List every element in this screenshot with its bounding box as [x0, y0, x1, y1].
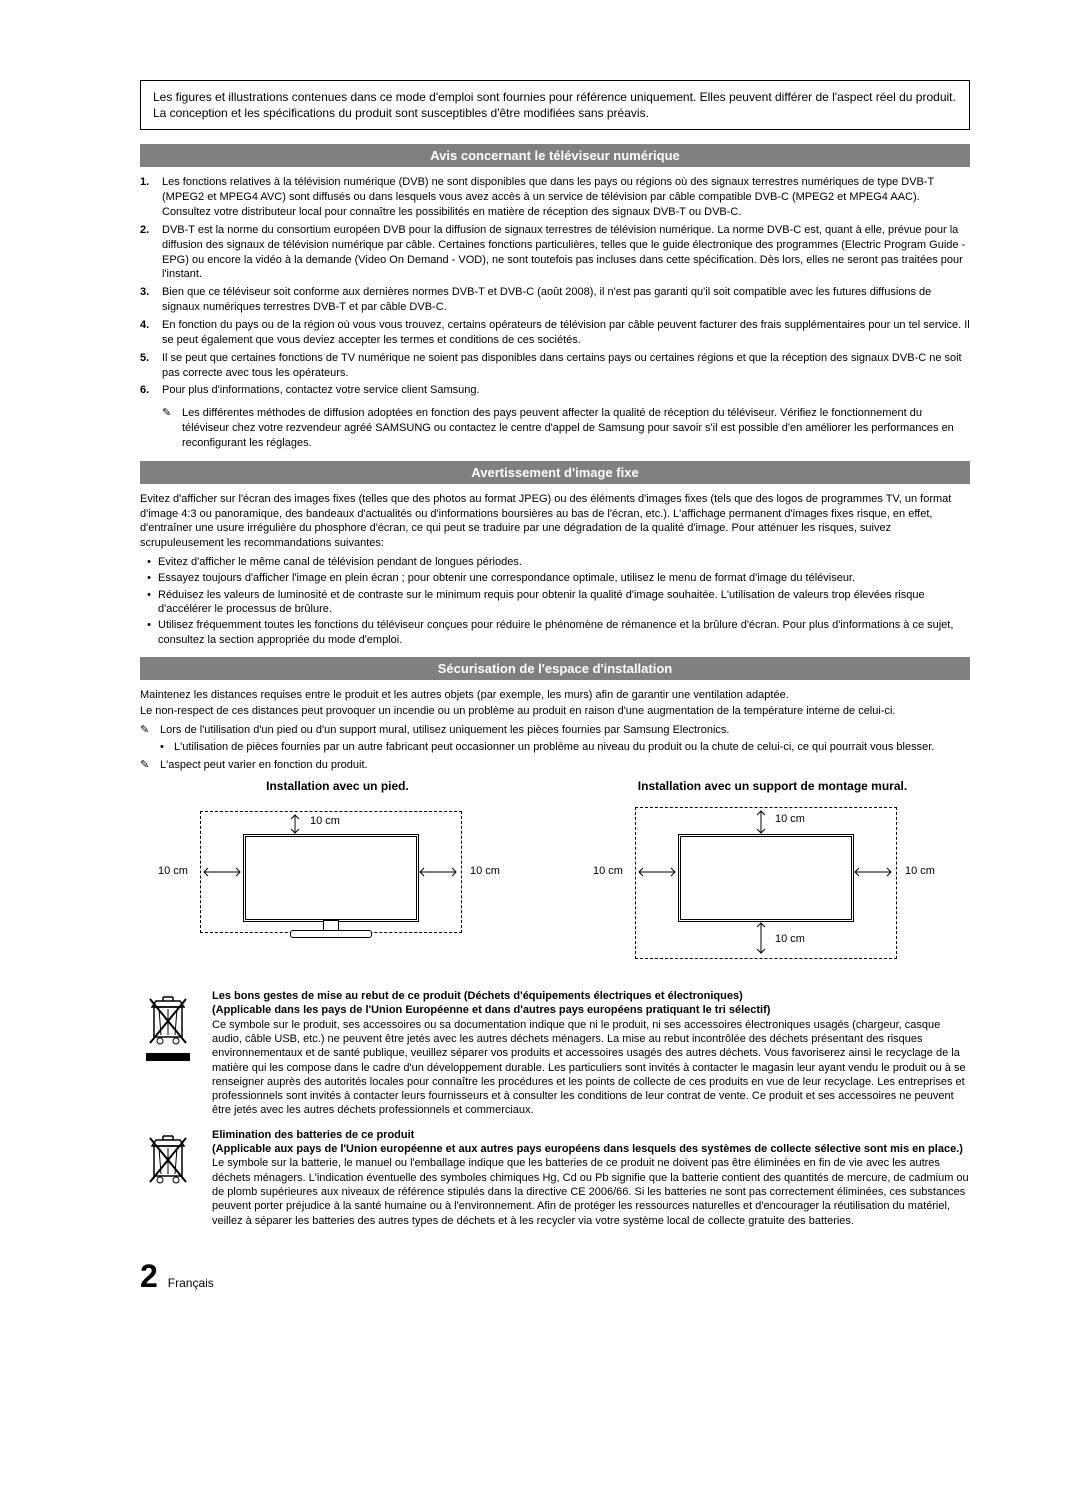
secur-sub1-text: L'utilisation de pièces fournies par un … [174, 740, 934, 755]
battery-icon [140, 1132, 196, 1228]
page-language: Français [168, 1276, 214, 1290]
avert-bullet: Réduisez les valeurs de luminosité et de… [158, 588, 970, 617]
arrow-icon [751, 921, 771, 955]
avert-bullets: Evitez d'afficher le même canal de télév… [140, 555, 970, 647]
dim-right: 10 cm [470, 865, 500, 877]
disposal2-subtitle: (Applicable aux pays de l'Union européen… [212, 1143, 963, 1155]
black-bar-icon [146, 1053, 190, 1061]
list-number: 3. [140, 285, 162, 315]
dim-bottom: 10 cm [775, 933, 805, 945]
section-bar-avis: Avis concernant le téléviseur numérique [140, 144, 970, 167]
secur-note1: ✎ Lors de l'utilisation d'un pied ou d'u… [140, 723, 970, 738]
list-number: 4. [140, 318, 162, 348]
avert-intro: Evitez d'afficher sur l'écran des images… [140, 492, 970, 551]
section-bar-avert: Avertissement d'image fixe [140, 461, 970, 484]
note-icon: ✎ [140, 723, 160, 738]
tv-screen [245, 836, 417, 920]
list-number: 1. [140, 175, 162, 220]
avert-bullet: Evitez d'afficher le même canal de télév… [158, 555, 522, 569]
note-icon: ✎ [162, 406, 182, 451]
avert-bullet: Essayez toujours d'afficher l'image en p… [158, 571, 855, 585]
avis-item: Les fonctions relatives à la télévision … [162, 175, 970, 220]
page-number: 2 [140, 1258, 158, 1295]
intro-box: Les figures et illustrations contenues d… [140, 80, 970, 130]
arrow-icon [202, 863, 242, 881]
avis-item: Il se peut que certaines fonctions de TV… [162, 351, 970, 381]
list-number: 2. [140, 223, 162, 282]
disposal1-title: Les bons gestes de mise au rebut de ce p… [212, 990, 743, 1002]
arrow-icon [853, 863, 893, 881]
list-number: 6. [140, 383, 162, 398]
secur-note2-text: L'aspect peut varier en fonction du prod… [160, 758, 368, 773]
install-stand-col: Installation avec un pied. 10 cm 10 cm 1… [140, 779, 535, 971]
dim-left: 10 cm [158, 865, 188, 877]
disposal2-body: Le symbole sur la batterie, le manuel ou… [212, 1157, 969, 1226]
arrow-icon [285, 813, 305, 835]
page: Les figures et illustrations contenues d… [0, 0, 1080, 1355]
install-row: Installation avec un pied. 10 cm 10 cm 1… [140, 779, 970, 971]
avert-bullet: Utilisez fréquemment toutes les fonction… [158, 618, 970, 647]
avis-list: 1.Les fonctions relatives à la télévisio… [140, 175, 970, 398]
dim-top: 10 cm [310, 815, 340, 827]
disposal2-title: Elimination des batteries de ce produit [212, 1129, 414, 1141]
avis-item: Bien que ce téléviseur soit conforme aux… [162, 285, 970, 315]
avis-note: ✎ Les différentes méthodes de diffusion … [162, 406, 970, 451]
weee-icon [140, 993, 196, 1118]
avis-note-text: Les différentes méthodes de diffusion ad… [182, 406, 970, 451]
section-bar-secur: Sécurisation de l'espace d'installation [140, 657, 970, 680]
dim-right: 10 cm [905, 865, 935, 877]
avis-item: DVB-T est la norme du consortium europée… [162, 223, 970, 282]
tv-screen [680, 836, 852, 920]
disposal-row-1: Les bons gestes de mise au rebut de ce p… [140, 989, 970, 1118]
secur-p1: Maintenez les distances requises entre l… [140, 688, 970, 703]
secur-note1-text: Lors de l'utilisation d'un pied ou d'un … [160, 723, 729, 738]
arrow-icon [637, 863, 677, 881]
intro-text: Les figures et illustrations contenues d… [153, 90, 956, 120]
disposal1-body: Ce symbole sur le produit, ses accessoir… [212, 1019, 966, 1117]
disposal-row-2: Elimination des batteries de ce produit … [140, 1128, 970, 1228]
dim-left: 10 cm [593, 865, 623, 877]
secur-note2: ✎ L'aspect peut varier en fonction du pr… [140, 758, 970, 773]
page-footer: 2 Français [140, 1258, 970, 1295]
avis-item: Pour plus d'informations, contactez votr… [162, 383, 970, 398]
tv-stand-base [290, 930, 372, 938]
note-icon: ✎ [140, 758, 160, 773]
list-number: 5. [140, 351, 162, 381]
install-stand-title: Installation avec un pied. [140, 779, 535, 793]
dim-top: 10 cm [775, 813, 805, 825]
secur-sub1: L'utilisation de pièces fournies par un … [160, 740, 970, 755]
secur-p2: Le non-respect de ces distances peut pro… [140, 704, 970, 719]
arrow-icon [418, 863, 458, 881]
disposal1-text: Les bons gestes de mise au rebut de ce p… [212, 989, 970, 1118]
wall-diagram: 10 cm 10 cm 10 cm 10 cm [575, 801, 970, 971]
disposal1-subtitle: (Applicable dans les pays de l'Union Eur… [212, 1004, 770, 1016]
disposal2-text: Elimination des batteries de ce produit … [212, 1128, 970, 1228]
stand-diagram: 10 cm 10 cm 10 cm [140, 801, 535, 971]
avis-item: En fonction du pays ou de la région où v… [162, 318, 970, 348]
install-wall-title: Installation avec un support de montage … [575, 779, 970, 793]
install-wall-col: Installation avec un support de montage … [575, 779, 970, 971]
arrow-icon [751, 809, 771, 835]
